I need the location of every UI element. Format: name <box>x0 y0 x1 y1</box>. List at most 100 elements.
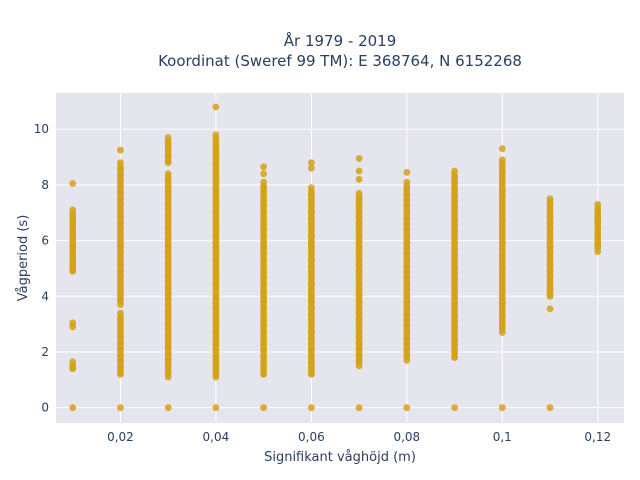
data-point <box>212 365 220 373</box>
data-point <box>355 207 363 215</box>
data-point <box>498 240 506 248</box>
data-point <box>546 261 554 269</box>
y-tick-label: 2 <box>41 345 49 359</box>
data-point <box>307 226 315 234</box>
data-point <box>355 213 363 221</box>
data-point <box>69 358 77 366</box>
data-point <box>403 226 411 234</box>
data-point <box>355 351 363 359</box>
data-point <box>498 168 506 176</box>
data-point <box>307 352 315 360</box>
data-point <box>498 234 506 242</box>
data-point <box>164 350 172 358</box>
data-point <box>355 333 363 341</box>
data-point <box>212 251 220 259</box>
data-point <box>355 321 363 329</box>
data-point <box>69 248 77 256</box>
data-point <box>212 239 220 247</box>
data-point <box>212 347 220 355</box>
data-point <box>451 299 458 307</box>
data-point <box>117 219 124 227</box>
data-point <box>212 341 220 349</box>
data-point <box>212 299 220 307</box>
data-point <box>117 195 124 203</box>
data-point <box>307 202 315 210</box>
data-point <box>355 155 363 162</box>
data-point <box>260 322 268 330</box>
data-point <box>307 238 315 246</box>
data-point <box>260 220 268 228</box>
data-point <box>164 176 172 184</box>
data-point <box>594 236 602 244</box>
data-point <box>451 275 458 283</box>
data-point <box>307 220 315 228</box>
data-point <box>355 231 363 239</box>
data-point <box>117 351 124 359</box>
data-point <box>451 347 458 355</box>
data-point <box>164 296 172 304</box>
data-point <box>212 359 220 367</box>
data-point <box>164 188 172 196</box>
data-point <box>164 206 172 214</box>
data-point <box>260 298 268 306</box>
data-point <box>403 244 411 252</box>
data-point <box>498 145 506 153</box>
data-point <box>117 285 124 293</box>
data-point <box>307 274 315 282</box>
data-point <box>164 242 172 250</box>
data-point <box>117 404 124 412</box>
data-point <box>117 183 124 191</box>
data-point <box>69 254 77 262</box>
data-point <box>212 245 220 253</box>
data-point <box>403 168 411 176</box>
data-point <box>307 232 315 240</box>
y-tick-label: 0 <box>41 401 49 415</box>
data-point <box>403 178 411 186</box>
data-point <box>69 242 77 250</box>
data-point <box>451 257 458 265</box>
data-point <box>403 196 411 204</box>
data-point <box>212 179 220 187</box>
data-point <box>212 155 220 163</box>
data-point <box>164 140 172 147</box>
data-point <box>212 203 220 211</box>
data-point <box>164 170 172 178</box>
data-point <box>164 314 172 322</box>
data-point <box>212 209 220 217</box>
data-point <box>307 358 315 366</box>
data-point <box>403 184 411 192</box>
data-point <box>355 175 363 183</box>
data-point <box>307 370 315 378</box>
data-point <box>69 260 77 268</box>
data-point <box>498 318 506 326</box>
data-point <box>498 192 506 200</box>
plot-area <box>56 93 624 423</box>
data-point <box>451 354 458 361</box>
data-point <box>164 159 172 167</box>
chart-title-line-2: Koordinat (Sweref 99 TM): E 368764, N 61… <box>158 52 522 70</box>
data-point <box>212 257 220 265</box>
data-point <box>403 356 411 364</box>
data-point <box>260 232 268 240</box>
data-point <box>260 346 268 354</box>
data-point <box>69 206 77 214</box>
data-point <box>212 275 220 283</box>
data-point <box>403 298 411 306</box>
data-point <box>212 137 220 145</box>
data-point <box>451 245 458 253</box>
data-point <box>164 218 172 226</box>
data-point <box>355 189 363 197</box>
data-point <box>355 297 363 305</box>
data-point <box>69 212 77 220</box>
data-point <box>403 238 411 246</box>
data-point <box>355 255 363 263</box>
data-point <box>546 201 554 209</box>
data-point <box>260 178 268 186</box>
data-point <box>260 190 268 198</box>
data-point <box>355 309 363 317</box>
data-point <box>546 219 554 227</box>
data-point <box>260 358 268 366</box>
data-point <box>260 214 268 222</box>
data-point <box>117 237 124 245</box>
